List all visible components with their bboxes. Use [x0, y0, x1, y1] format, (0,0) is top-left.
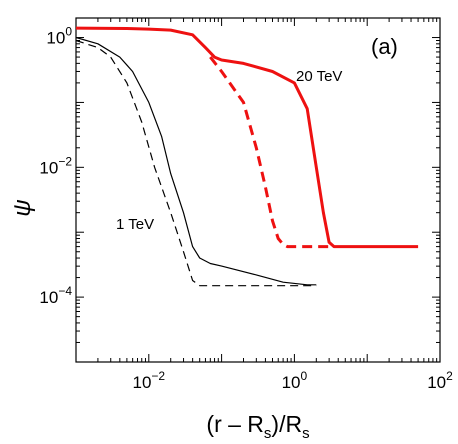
x-tick-label: 10−2 — [132, 369, 165, 392]
x-tick-label: 102 — [427, 369, 453, 392]
series-label-1tev: 1 TeV — [116, 216, 154, 233]
x-tick-label: 100 — [282, 369, 308, 392]
series-label-20tev: 20 TeV — [296, 68, 342, 85]
x-axis-label: (r – Rs)/Rs — [206, 411, 309, 442]
y-tick-label: 10−2 — [39, 154, 72, 177]
y-tick-label: 10−4 — [39, 284, 72, 307]
axis-ticks: 10−2 100 102 100 10−2 10−4 — [39, 18, 453, 392]
y-tick-label: 100 — [46, 25, 72, 48]
panel-label: (a) — [371, 34, 398, 59]
plot-frame — [75, 17, 441, 363]
series-line-2 — [75, 36, 317, 286]
series-line-0 — [75, 26, 419, 249]
series-line-1 — [209, 56, 334, 249]
series-group — [75, 26, 419, 287]
series-line-3 — [75, 39, 317, 287]
y-axis-label: ψ — [9, 199, 36, 216]
